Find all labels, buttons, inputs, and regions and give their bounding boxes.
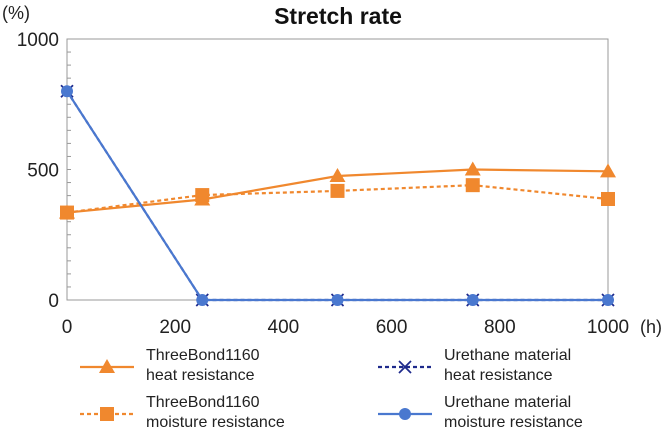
- x-tick-labels: 0 200 400 600 800 1000: [62, 317, 629, 338]
- x-tick-label: 400: [268, 317, 300, 338]
- data-point: [196, 294, 209, 306]
- series-4: [61, 85, 614, 306]
- legend-label: heat resistance: [444, 367, 553, 384]
- x-tick-label: 200: [159, 317, 191, 338]
- y-tick-label: 500: [27, 161, 59, 182]
- data-point: [600, 163, 616, 178]
- x-tick-label: 800: [484, 317, 516, 338]
- legend-marker: [99, 359, 115, 373]
- data-point: [464, 161, 481, 176]
- legend-entry: Urethane material moisture resistance: [378, 394, 583, 428]
- x-unit-label: (h): [640, 317, 662, 337]
- x-tick-label: 600: [376, 317, 408, 338]
- legend-label: ThreeBond1160: [146, 394, 260, 411]
- data-point: [61, 85, 73, 98]
- data-point: [466, 294, 479, 306]
- legend-label: Urethane material: [444, 347, 571, 364]
- legend-label: Urethane material: [444, 394, 571, 411]
- legend-label: moisture resistance: [146, 414, 285, 428]
- y-tick-label: 1000: [17, 30, 59, 51]
- data-point: [330, 183, 345, 198]
- series-2: [60, 178, 615, 220]
- chart-title: Stretch rate: [274, 3, 402, 29]
- data-point: [60, 205, 74, 220]
- data-point: [195, 188, 210, 203]
- legend-marker: [399, 408, 411, 420]
- legend-label: heat resistance: [146, 367, 255, 384]
- y-unit-label: (%): [2, 3, 30, 23]
- legend-label: moisture resistance: [444, 414, 583, 428]
- data-point: [465, 178, 480, 193]
- legend-label: ThreeBond1160: [146, 347, 260, 364]
- y-tick-labels: 0 500 1000: [17, 30, 59, 312]
- data-point: [329, 168, 346, 183]
- legend-entry: Urethane material heat resistance: [378, 347, 571, 384]
- legend-entry: ThreeBond1160 moisture resistance: [80, 394, 285, 428]
- y-tick-label: 0: [48, 291, 59, 312]
- data-point: [602, 294, 614, 306]
- data-point: [601, 191, 615, 206]
- legend-marker: [100, 407, 114, 421]
- legend-entry: ThreeBond1160 heat resistance: [80, 347, 260, 384]
- data-point: [331, 294, 344, 306]
- series-layer: [59, 84, 616, 307]
- legend-marker: [398, 360, 412, 374]
- x-tick-label: 0: [62, 317, 73, 338]
- x-tick-label: 1000: [587, 317, 629, 338]
